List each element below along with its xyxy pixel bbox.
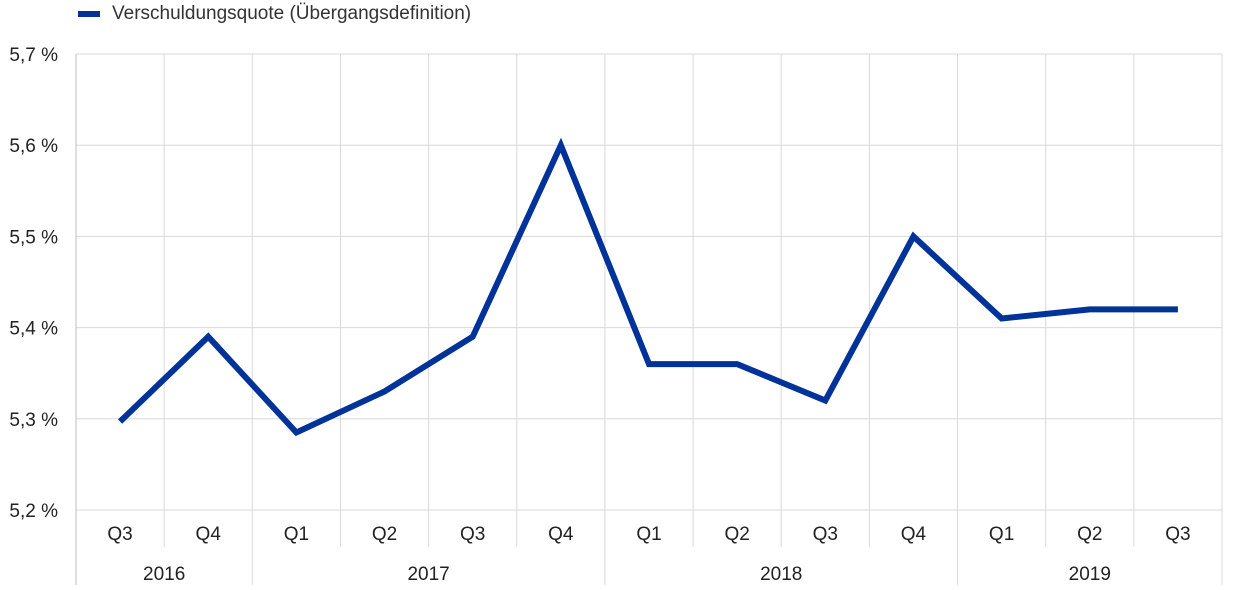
x-tick-label: Q3: [107, 524, 132, 545]
x-tick-label: Q2: [724, 524, 749, 545]
legend-swatch: [78, 11, 100, 17]
x-group-label: 2017: [407, 564, 449, 585]
x-tick-label: Q4: [901, 524, 927, 545]
x-group-label: 2018: [760, 564, 802, 585]
x-tick-label: Q3: [460, 524, 485, 545]
x-tick-label: Q3: [1165, 524, 1190, 545]
x-tick-label: Q2: [1077, 524, 1102, 545]
x-tick-label: Q1: [989, 524, 1014, 545]
x-tick-label: Q2: [372, 524, 397, 545]
y-tick-label: 5,2 %: [9, 501, 58, 522]
series-line: [117, 137, 1178, 437]
legend: Verschuldungsquote (Übergangsdefinition): [78, 2, 471, 26]
x-group-label: 2019: [1069, 564, 1111, 585]
legend-label: Verschuldungsquote (Übergangsdefinition): [112, 3, 472, 24]
y-tick-label: 5,5 %: [9, 227, 58, 248]
x-group-label: 2016: [143, 564, 185, 585]
y-tick-label: 5,7 %: [9, 45, 58, 66]
x-tick-label: Q4: [548, 524, 574, 545]
x-tick-label: Q3: [813, 524, 838, 545]
y-tick-label: 5,3 %: [9, 410, 58, 431]
y-tick-label: 5,6 %: [9, 136, 58, 157]
x-tick-label: Q1: [284, 524, 309, 545]
x-tick-label: Q4: [196, 524, 222, 545]
y-tick-label: 5,4 %: [9, 319, 58, 340]
x-tick-label: Q1: [636, 524, 661, 545]
